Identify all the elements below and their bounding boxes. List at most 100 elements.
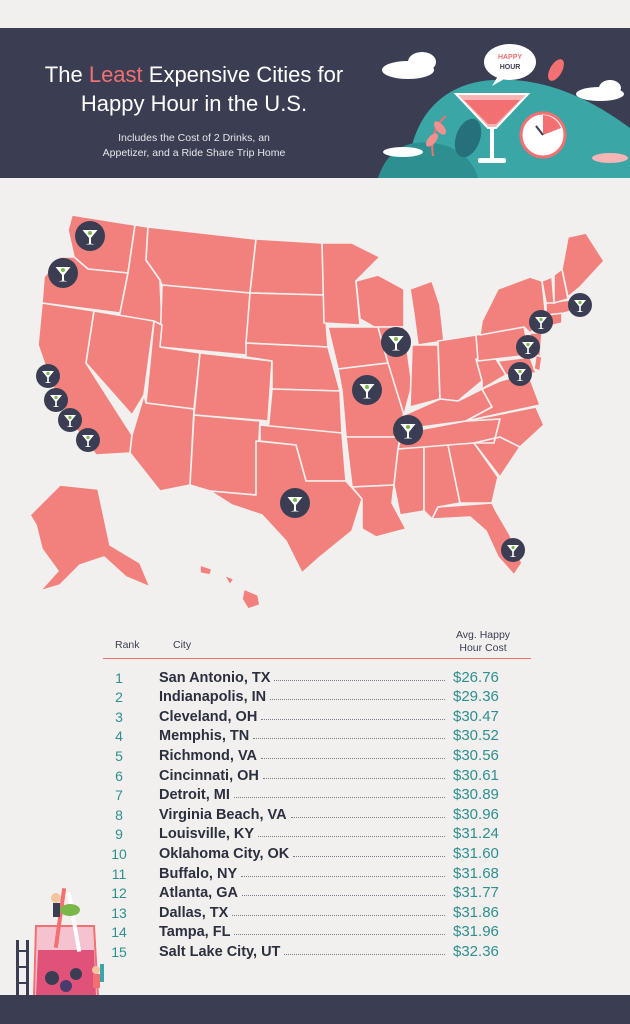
state-new-hampshire [553,268,569,304]
state-wisconsin [355,274,405,328]
city-marker-boston[interactable] [568,293,592,317]
state-wyoming [159,284,251,356]
rank-number: 7 [115,787,123,804]
header-city: City [173,639,192,651]
table-row: 9 Louisville, KY $31.24 [95,823,535,843]
rank-number: 15 [111,943,127,960]
rank-number: 1 [115,669,123,686]
dot-leader [284,953,445,955]
city-name: Cincinnati, OH [159,767,259,784]
cost-value: $31.60 [453,844,499,862]
city-name: Tampa, FL [159,924,231,941]
cost-value: $30.52 [453,727,499,745]
state-north-carolina [465,406,545,448]
cost-value: $30.61 [453,766,499,784]
dot-leader [293,855,445,857]
state-ohio [437,334,483,402]
table-row: 7 Detroit, MI $30.89 [95,784,535,804]
page-subtitle: Includes the Cost of 2 Drinks, an Appeti… [102,132,286,159]
city-marker-sacramento[interactable] [36,364,60,388]
state-indiana [409,344,441,408]
state-new-mexico [189,414,261,496]
rank-number: 8 [115,806,123,823]
dot-leader [253,738,445,740]
table-row: 13 Dallas, TX $31.86 [95,901,535,921]
state-delaware [533,354,543,372]
city-name: Indianapolis, IN [159,689,267,706]
table-row: 8 Virginia Beach, VA $30.96 [95,803,535,823]
cloud-icon [382,52,436,79]
dot-leader [262,777,445,779]
rank-number: 4 [115,728,123,745]
table-row: 12 Atlanta, GA $31.77 [95,882,535,902]
city-name: Detroit, MI [159,787,230,804]
title-line2: Happy Hour in the U.S. [80,91,308,116]
us-map [29,214,605,610]
dot-leader [232,914,445,916]
cloud-icon [576,80,624,101]
city-name: Atlanta, GA [159,885,238,902]
city-name: Dallas, TX [159,904,229,921]
state-south-dakota [245,292,329,348]
city-name: Richmond, VA [159,747,258,764]
city-marker-memphis[interactable] [393,415,423,445]
city-marker-indianapolis[interactable] [381,327,411,357]
table-rows: 1 San Antonio, TX $26.76 2 Indianapolis, IN $… [95,666,535,960]
table-row: 5 Richmond, VA $30.56 [95,744,535,764]
dot-leader [258,836,445,838]
cost-value: $31.77 [453,884,499,902]
state-colorado [193,352,273,422]
state-north-dakota [249,238,325,296]
rank-number: 13 [111,904,127,921]
city-marker-tampa[interactable] [501,538,525,562]
city-marker-los-angeles[interactable] [58,408,82,432]
city-name: San Antonio, TX [159,669,271,686]
cost-value: $31.24 [453,825,499,843]
city-marker-san-jose[interactable] [44,388,68,412]
state-maine [561,232,605,298]
header-rank: Rank [115,639,140,651]
rank-number: 6 [115,767,123,784]
cost-value: $30.89 [453,786,499,804]
cost-value: $29.36 [453,688,499,706]
cost-value: $30.56 [453,746,499,764]
table-row: 4 Memphis, TN $30.52 [95,725,535,745]
rank-number: 3 [115,708,123,725]
cost-value: $32.36 [453,942,499,960]
city-marker-richmond[interactable] [508,362,532,386]
dot-leader [274,679,445,681]
city-marker-portland[interactable] [48,258,78,288]
table-row: 1 San Antonio, TX $26.76 [95,666,535,686]
rank-number: 14 [111,924,127,941]
city-marker-san-antonio[interactable] [280,488,310,518]
state-arkansas [345,436,401,488]
state-hawaii [199,564,261,610]
page-title: The Least Expensive Cities for Happy Hou… [44,62,344,116]
city-marker-seattle[interactable] [75,221,105,251]
dot-leader [234,934,445,936]
header-divider [103,658,531,659]
city-marker-louisville[interactable] [352,375,382,405]
happy-hour-bubble: HAPPY HOUR [484,44,536,86]
drink-jar-illustration [16,888,104,1006]
city-name: Salt Lake City, UT [159,943,281,960]
cost-value: $31.68 [453,864,499,882]
clock-icon [519,111,567,159]
city-marker-san-diego[interactable] [76,428,100,452]
rank-number: 5 [115,747,123,764]
cost-value: $31.86 [453,903,499,921]
title-highlight: Least [88,62,143,87]
dot-leader [270,699,445,701]
state-arizona [129,394,195,492]
city-marker-new-york[interactable] [529,310,553,334]
state-nevada [85,310,155,416]
state-michigan [409,280,445,346]
table-row: 10 Oklahoma City, OK $31.60 [95,842,535,862]
state-alaska [29,484,151,592]
city-name: Cleveland, OH [159,708,258,725]
dot-leader [261,718,445,720]
footer-bar [0,995,630,1024]
table-row: 15 Salt Lake City, UT $32.36 [95,940,535,960]
city-name: Oklahoma City, OK [159,845,290,862]
city-marker-philadelphia[interactable] [516,335,540,359]
